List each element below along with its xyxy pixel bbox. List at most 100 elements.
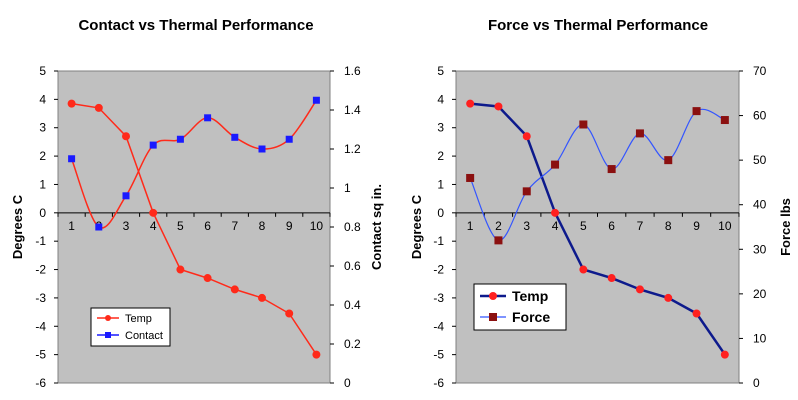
x-tick-label: 2: [495, 219, 502, 233]
data-point-temp: [635, 285, 644, 294]
y-tick-label: -6: [433, 376, 444, 390]
data-point-contact: [176, 135, 184, 143]
x-tick-label: 5: [580, 219, 587, 233]
y-tick-label: 0: [437, 206, 444, 220]
x-tick-label: 10: [310, 219, 324, 233]
y-tick-label: -6: [35, 376, 46, 390]
data-point-temp: [692, 309, 701, 318]
data-point-force: [607, 165, 616, 174]
y-tick-label: 4: [437, 92, 444, 106]
data-point-temp: [312, 350, 321, 359]
y-tick-label: 2: [437, 149, 444, 163]
series-line-temp: [71, 102, 318, 356]
data-point-contact: [122, 192, 130, 200]
data-point-temp: [67, 99, 76, 108]
y-tick-label: 4: [39, 92, 46, 106]
data-point-temp: [176, 265, 185, 274]
legend-box: [473, 283, 567, 331]
legend-label: Temp: [512, 288, 548, 304]
y-tick-label: -4: [35, 319, 46, 333]
chart-title: Contact vs Thermal Performance: [78, 17, 313, 34]
x-tick-label: 8: [665, 219, 672, 233]
data-point-temp: [466, 99, 475, 108]
data-point-temp: [664, 293, 673, 302]
x-tick-label: 6: [608, 219, 615, 233]
force-chart-svg: Force vs Thermal Performance543210-1-2-3…: [409, 17, 793, 390]
data-point-temp: [522, 132, 531, 141]
y-tick-label: 3: [39, 121, 46, 135]
y-axis-title: Degrees C: [409, 194, 424, 259]
data-point-temp: [230, 285, 239, 294]
data-point-contact: [285, 135, 293, 143]
x-tick-label: 1: [68, 219, 75, 233]
y2-tick-label: 60: [753, 109, 767, 123]
data-point-force: [551, 160, 560, 169]
data-point-contact: [149, 141, 157, 149]
legend-marker: [489, 313, 497, 321]
series-line-contact: [70, 99, 318, 229]
y-tick-label: -3: [35, 291, 46, 305]
data-point-contact: [258, 145, 266, 153]
x-tick-label: 9: [693, 219, 700, 233]
y2-tick-label: 0.2: [344, 337, 361, 351]
y2-tick-label: 20: [753, 287, 767, 301]
plot-area: [455, 70, 740, 384]
y2-axis-title: Force lbs: [778, 198, 793, 256]
x-tick-label: 4: [552, 219, 559, 233]
y2-tick-label: 0.8: [344, 220, 361, 234]
y-tick-label: 1: [39, 177, 46, 191]
data-point-contact: [312, 96, 320, 104]
data-point-temp: [258, 293, 266, 302]
y2-tick-label: 1: [344, 181, 351, 195]
x-tick-label: 8: [259, 219, 266, 233]
data-point-force: [522, 187, 531, 196]
data-point-contact: [95, 223, 103, 231]
y2-tick-label: 50: [753, 153, 767, 167]
y2-tick-label: 70: [753, 64, 767, 78]
data-point-temp: [607, 274, 616, 283]
data-point-temp: [720, 350, 729, 359]
series-line-force: [469, 108, 726, 241]
x-tick-label: 7: [637, 219, 644, 233]
legend-box: [90, 307, 171, 347]
data-point-temp: [494, 102, 503, 111]
y-tick-label: 5: [39, 64, 46, 78]
y-tick-label: -2: [35, 263, 46, 277]
force-chart: Force vs Thermal Performance 5 4 3 2 1 0 -1 -2 -3…: [399, 0, 798, 400]
chart-title: Force vs Thermal Performance: [488, 17, 708, 34]
data-point-contact: [231, 133, 239, 141]
legend-label: Contact: [125, 330, 163, 342]
y-tick-label: -3: [433, 291, 444, 305]
y-tick-label: -1: [35, 234, 46, 248]
data-point-force: [494, 236, 503, 245]
x-tick-label: 4: [150, 219, 157, 233]
legend-label: Force: [512, 309, 550, 325]
y-axis-title: Degrees C: [10, 194, 25, 259]
y-tick-label: -2: [433, 263, 444, 277]
y-tick-label: -5: [35, 348, 46, 362]
legend-label: Temp: [125, 313, 152, 325]
y2-tick-label: 40: [753, 198, 767, 212]
x-tick-label: 3: [123, 219, 130, 233]
data-point-temp: [551, 208, 560, 217]
y2-tick-label: 1.2: [344, 142, 361, 156]
legend-marker: [105, 332, 111, 338]
contact-chart-svg: Contact vs Thermal Performance543210-1-2…: [10, 17, 384, 390]
y2-tick-label: 30: [753, 242, 767, 256]
y-tick-label: 0: [39, 206, 46, 220]
x-tick-label: 5: [177, 219, 184, 233]
contact-chart: Contact vs Thermal Performance 5 4 3 2 1 0 -1 -2…: [10, 17, 384, 390]
legend-marker: [105, 315, 111, 321]
data-point-force: [720, 116, 729, 125]
y-tick-label: 3: [437, 121, 444, 135]
data-point-temp: [94, 103, 103, 112]
data-point-temp: [122, 132, 130, 141]
data-point-force: [635, 129, 644, 138]
y-tick-label: 2: [39, 149, 46, 163]
data-point-force: [692, 107, 701, 116]
y2-tick-label: 0.4: [344, 298, 361, 312]
y-tick-label: -1: [433, 234, 444, 248]
x-tick-label: 6: [204, 219, 211, 233]
data-point-force: [466, 173, 475, 182]
data-point-contact: [204, 114, 212, 122]
